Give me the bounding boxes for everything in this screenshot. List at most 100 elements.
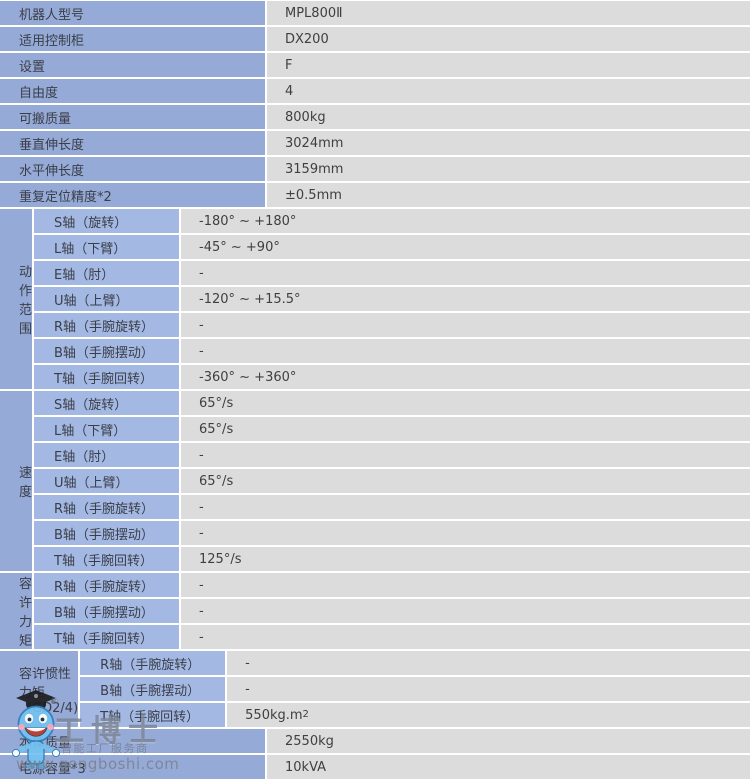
spec-group-speed: 速度 S轴（旋转） 65°/s L轴（下臂） 65°/s E轴（肘） - U轴（… [0,391,750,573]
spec-row-controller: 适用控制柜 DX200 [0,27,750,53]
spec-value: 125°/s [181,547,750,573]
spec-value: - [227,651,750,677]
spec-label: 本体质量 [0,729,267,755]
spec-value: - [181,599,750,625]
spec-value: -360° ~ +360° [181,365,750,391]
spec-subrow: S轴（旋转） 65°/s [34,391,750,417]
axis-label: B轴（手腕摆动） [34,339,182,365]
spec-value: F [267,53,750,79]
spec-subrow: T轴（手腕回转） 550kg.m 2 [80,703,750,729]
axis-label: E轴（肘） [34,443,182,469]
spec-subrow: B轴（手腕摆动） - [80,677,750,703]
spec-value: - [181,313,750,339]
spec-row-repeatability: 重复定位精度*2 ±0.5mm [0,183,750,209]
spec-value: 3024mm [267,131,750,157]
axis-label: R轴（手腕旋转） [80,651,228,677]
spec-subrow: T轴（手腕回转） - [34,625,750,651]
spec-label: 重复定位精度*2 [0,183,267,209]
spec-subrow: B轴（手腕摆动） - [34,521,750,547]
spec-subrow: L轴（下臂） -45° ~ +90° [34,235,750,261]
spec-label: 适用控制柜 [0,27,267,53]
spec-group-motion-range: 动作范围 S轴（旋转） -180° ~ +180° L轴（下臂） -45° ~ … [0,209,750,391]
spec-value: 10kVA [267,755,750,781]
spec-value: - [181,521,750,547]
spec-subrow: R轴（手腕旋转） - [34,495,750,521]
spec-subrow: U轴（上臂） 65°/s [34,469,750,495]
spec-value-superscript: 2 [302,709,309,720]
spec-subrow: B轴（手腕摆动） - [34,339,750,365]
spec-subrow: R轴（手腕旋转） - [34,313,750,339]
spec-subrow: U轴（上臂） -120° ~ +15.5° [34,287,750,313]
spec-value: - [181,261,750,287]
spec-value: 2550kg [267,729,750,755]
axis-label: L轴（下臂） [34,235,182,261]
spec-subrow: R轴（手腕旋转） - [80,651,750,677]
spec-value: 3159mm [267,157,750,183]
spec-row-horizontal-reach: 水平伸长度 3159mm [0,157,750,183]
spec-value: 65°/s [181,469,750,495]
spec-subrow: L轴（下臂） 65°/s [34,417,750,443]
spec-value: ±0.5mm [267,183,750,209]
axis-label: R轴（手腕旋转） [34,313,182,339]
axis-label: B轴（手腕摆动） [34,599,182,625]
spec-value: -120° ~ +15.5° [181,287,750,313]
spec-value-text: 550kg.m [245,707,303,723]
axis-label: S轴（旋转） [34,209,182,235]
group-label-line1: 容许惯性力矩 [19,666,72,701]
axis-label: R轴（手腕旋转） [34,495,182,521]
spec-group-allowable-moment: 容许力矩 R轴（手腕旋转） - B轴（手腕摆动） - T轴（手腕回转） - [0,573,750,651]
axis-label: U轴（上臂） [34,287,182,313]
spec-subrow: S轴（旋转） -180° ~ +180° [34,209,750,235]
spec-subrow: E轴（肘） - [34,261,750,287]
spec-row-payload: 可搬质量 800kg [0,105,750,131]
group-label-line2: (GD2/4) [27,700,79,716]
group-label: 容许惯性力矩 (GD2/4) [0,651,81,729]
spec-label: 机器人型号 [0,1,267,27]
spec-label: 电源容量*3 [0,755,267,781]
axis-label: R轴（手腕旋转） [34,573,182,599]
spec-row-model: 机器人型号 MPL800Ⅱ [0,1,750,27]
axis-label: S轴（旋转） [34,391,182,417]
spec-subrow: E轴（肘） - [34,443,750,469]
spec-row-power-capacity: 电源容量*3 10kVA [0,755,750,781]
spec-value: - [181,573,750,599]
group-label: 速度 [0,391,35,573]
axis-label: T轴（手腕回转） [80,703,228,729]
spec-value: - [227,677,750,703]
spec-value: -180° ~ +180° [181,209,750,235]
spec-value: 800kg [267,105,750,131]
spec-row-vertical-reach: 垂直伸长度 3024mm [0,131,750,157]
spec-value: - [181,625,750,651]
spec-label: 水平伸长度 [0,157,267,183]
axis-label: U轴（上臂） [34,469,182,495]
axis-label: L轴（下臂） [34,417,182,443]
spec-value: -45° ~ +90° [181,235,750,261]
axis-label: T轴（手腕回转） [34,625,182,651]
spec-value: 65°/s [181,391,750,417]
axis-label: B轴（手腕摆动） [34,521,182,547]
spec-value: - [181,339,750,365]
spec-subrow: T轴（手腕回转） 125°/s [34,547,750,573]
spec-value: DX200 [267,27,750,53]
spec-value: - [181,443,750,469]
spec-row-mass: 本体质量 2550kg [0,729,750,755]
axis-label: B轴（手腕摆动） [80,677,228,703]
spec-subrow: R轴（手腕旋转） - [34,573,750,599]
spec-value: 4 [267,79,750,105]
spec-row-axes: 自由度 4 [0,79,750,105]
spec-value: MPL800Ⅱ [267,1,750,27]
spec-value: 65°/s [181,417,750,443]
spec-value: - [181,495,750,521]
axis-label: T轴（手腕回转） [34,365,182,391]
spec-label: 设置 [0,53,267,79]
spec-row-mounting: 设置 F [0,53,750,79]
group-label: 动作范围 [0,209,35,391]
spec-subrow: T轴（手腕回转） -360° ~ +360° [34,365,750,391]
spec-label: 自由度 [0,79,267,105]
spec-group-allowable-inertia: 容许惯性力矩 (GD2/4) R轴（手腕旋转） - B轴（手腕摆动） - T轴（… [0,651,750,729]
axis-label: T轴（手腕回转） [34,547,182,573]
spec-value: 550kg.m 2 [227,703,750,729]
spec-subrow: B轴（手腕摆动） - [34,599,750,625]
axis-label: E轴（肘） [34,261,182,287]
